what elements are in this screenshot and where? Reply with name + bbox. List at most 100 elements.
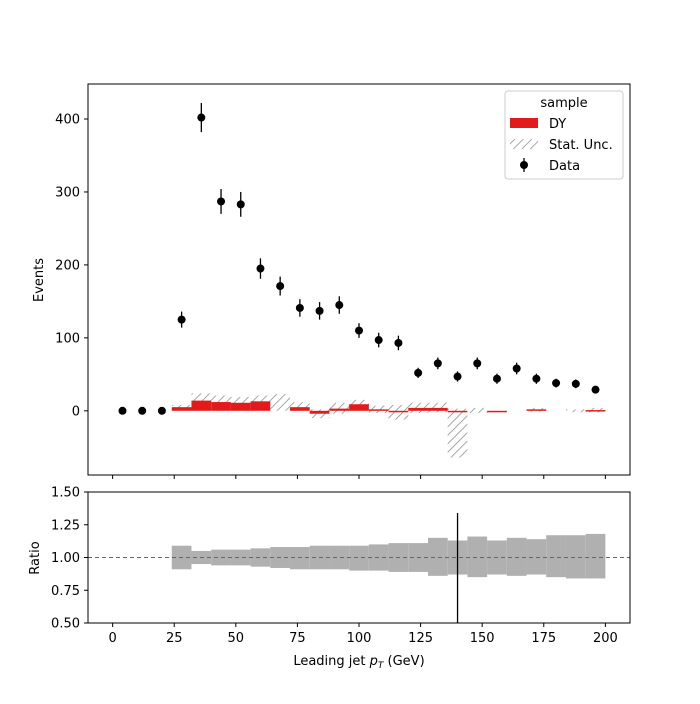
data-point (571, 379, 580, 388)
data-point (157, 406, 166, 415)
x-tick-label: 0 (108, 631, 116, 646)
ratio-band-bin (565, 535, 586, 579)
ratio-band-bin (526, 539, 547, 575)
dy-bar (191, 400, 212, 411)
stat-unc-bin (290, 402, 310, 411)
data-point (256, 264, 265, 273)
ratio-y-tick-label: 0.50 (51, 617, 80, 632)
data-point (394, 338, 403, 347)
legend-label-data: Data (549, 159, 580, 174)
ratio-band-bin (585, 533, 606, 579)
data-point (295, 303, 304, 312)
ratio-y-axis-label: Ratio (28, 541, 43, 574)
stat-unc-bin (349, 399, 369, 408)
dy-bar (329, 408, 350, 411)
stat-unc-bin (329, 402, 350, 414)
stat-unc-bin (368, 405, 389, 413)
dy-bar (368, 409, 389, 411)
main-y-axis: 0 100 200 300 400 (55, 113, 88, 419)
data-point (591, 385, 600, 394)
data-point (197, 113, 206, 122)
data-point (236, 200, 245, 209)
dy-bar (171, 407, 192, 411)
ratio-band-bin (467, 536, 488, 578)
data-point (335, 301, 344, 310)
legend-box (504, 90, 624, 180)
x-tick-label: 25 (166, 631, 183, 646)
x-tick-label: 75 (289, 631, 306, 646)
ratio-band-bin (250, 548, 271, 567)
ratio-y-tick-label: 1.25 (51, 518, 80, 533)
dy-bar (211, 402, 231, 411)
main-y-tick-label: 400 (55, 113, 80, 128)
data-points (118, 102, 600, 415)
x-tick-label: 100 (347, 631, 372, 646)
x-tick-label: 125 (408, 631, 433, 646)
data-point (276, 282, 285, 291)
dy-bar (487, 410, 507, 413)
x-tick-label: 150 (470, 631, 495, 646)
dy-bar (309, 410, 330, 414)
main-y-tick-label: 100 (55, 331, 80, 346)
main-y-tick-label: 200 (55, 258, 80, 273)
data-point (118, 406, 127, 415)
ratio-band-bin (290, 547, 310, 570)
data-point (532, 374, 541, 383)
dy-bar (250, 401, 271, 411)
dy-bar (290, 407, 310, 411)
data-point (177, 315, 186, 324)
data-point (473, 359, 482, 368)
ratio-band-bin (349, 545, 369, 571)
ratio-x-axis: 0 25 50 75 100 125 150 175 200 (108, 623, 618, 646)
data-point (138, 406, 147, 415)
stat-unc-bin (565, 409, 586, 413)
dy-bar (526, 409, 547, 411)
data-point (217, 197, 226, 206)
data-point (512, 364, 521, 373)
legend-swatch-data-marker (520, 161, 528, 169)
dy-bar (585, 410, 606, 412)
dy-bar (388, 410, 409, 413)
ratio-band-bin (506, 537, 527, 576)
data-point (552, 379, 561, 388)
data-point (433, 359, 442, 368)
legend-swatch-dy (510, 118, 538, 128)
ratio-band-bin (230, 549, 251, 566)
stat-unc-bin (585, 407, 606, 413)
ratio-y-tick-label: 1.50 (51, 486, 80, 501)
data-point (355, 326, 363, 335)
legend-label-dy: DY (549, 117, 566, 132)
x-tick-label: 200 (593, 631, 618, 646)
x-axis-label: Leading jet pT (GeV) (293, 654, 424, 671)
data-point (492, 374, 501, 383)
data-point (414, 368, 423, 377)
legend: sample DY Stat. Unc. Data (504, 90, 624, 180)
stat-unc-bin (427, 402, 448, 413)
dy-bar (447, 410, 468, 413)
ratio-y-tick-label: 0.75 (51, 584, 80, 599)
main-x-ticks (112, 475, 606, 479)
dy-bar (349, 404, 369, 411)
main-y-tick-label: 300 (55, 185, 80, 200)
ratio-band-bin (427, 537, 448, 576)
main-panel: 0 100 200 300 400 Events sample DY Stat. Unc… (32, 83, 631, 479)
dy-histogram (171, 400, 606, 414)
ratio-y-tick-label: 1.00 (51, 551, 80, 566)
main-y-axis-label: Events (32, 258, 47, 302)
data-point (374, 336, 383, 345)
dy-bar (230, 402, 251, 411)
data-point (315, 306, 324, 315)
stat-unc-bin (270, 394, 291, 411)
legend-title: sample (540, 96, 587, 111)
x-tick-label: 50 (228, 631, 245, 646)
ratio-band-bin (329, 545, 350, 570)
main-y-tick-label: 0 (72, 404, 80, 419)
legend-label-stat-unc: Stat. Unc. (549, 138, 613, 153)
x-tick-label: 175 (531, 631, 556, 646)
ratio-panel: 0.50 0.75 1.00 1.25 1.50 0 25 50 75 100 125 150 175… (28, 486, 631, 671)
ratio-y-axis: 0.50 0.75 1.00 1.25 1.50 (51, 486, 88, 632)
dy-bar (408, 407, 428, 411)
stat-unc-bin (467, 407, 488, 413)
